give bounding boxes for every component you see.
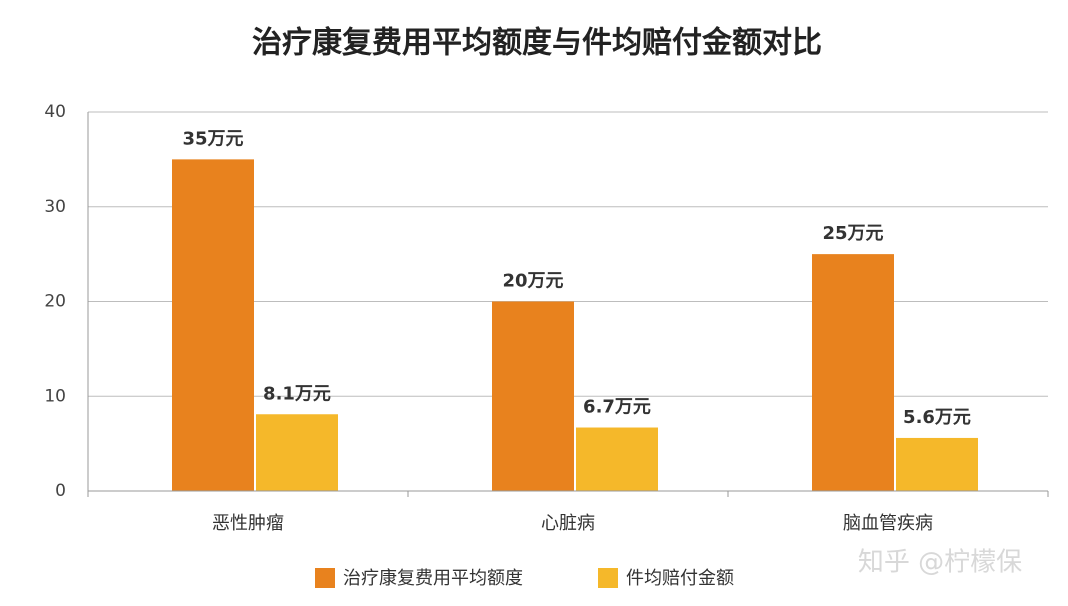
y-tick-label: 0 xyxy=(55,481,66,501)
x-tick-label: 恶性肿瘤 xyxy=(212,513,284,534)
watermark: 知乎 @柠檬保 xyxy=(858,548,1022,578)
chart-title: 治疗康复费用平均额度与件均赔付金额对比 xyxy=(252,26,822,61)
legend-swatch xyxy=(315,568,335,588)
bar xyxy=(576,427,658,491)
legend-label: 治疗康复费用平均额度 xyxy=(343,568,523,589)
x-tick-label: 心脏病 xyxy=(541,513,595,534)
y-tick-label: 40 xyxy=(44,102,66,122)
value-label: 6.7万元 xyxy=(583,397,651,418)
legend-label: 件均赔付金额 xyxy=(626,568,734,589)
bar xyxy=(256,414,338,491)
value-label: 35万元 xyxy=(182,128,243,149)
value-label: 20万元 xyxy=(502,271,563,292)
x-tick-label: 脑血管疾病 xyxy=(843,513,933,534)
legend-swatch xyxy=(598,568,618,588)
bar xyxy=(812,254,894,491)
y-tick-label: 10 xyxy=(44,386,66,406)
bar xyxy=(896,437,978,491)
value-label: 8.1万元 xyxy=(263,383,331,404)
value-label: 25万元 xyxy=(822,223,883,244)
y-tick-label: 20 xyxy=(44,292,66,312)
value-label: 5.6万元 xyxy=(903,407,971,428)
y-tick-label: 30 xyxy=(44,197,66,217)
bar xyxy=(172,159,254,491)
bar xyxy=(492,301,574,491)
